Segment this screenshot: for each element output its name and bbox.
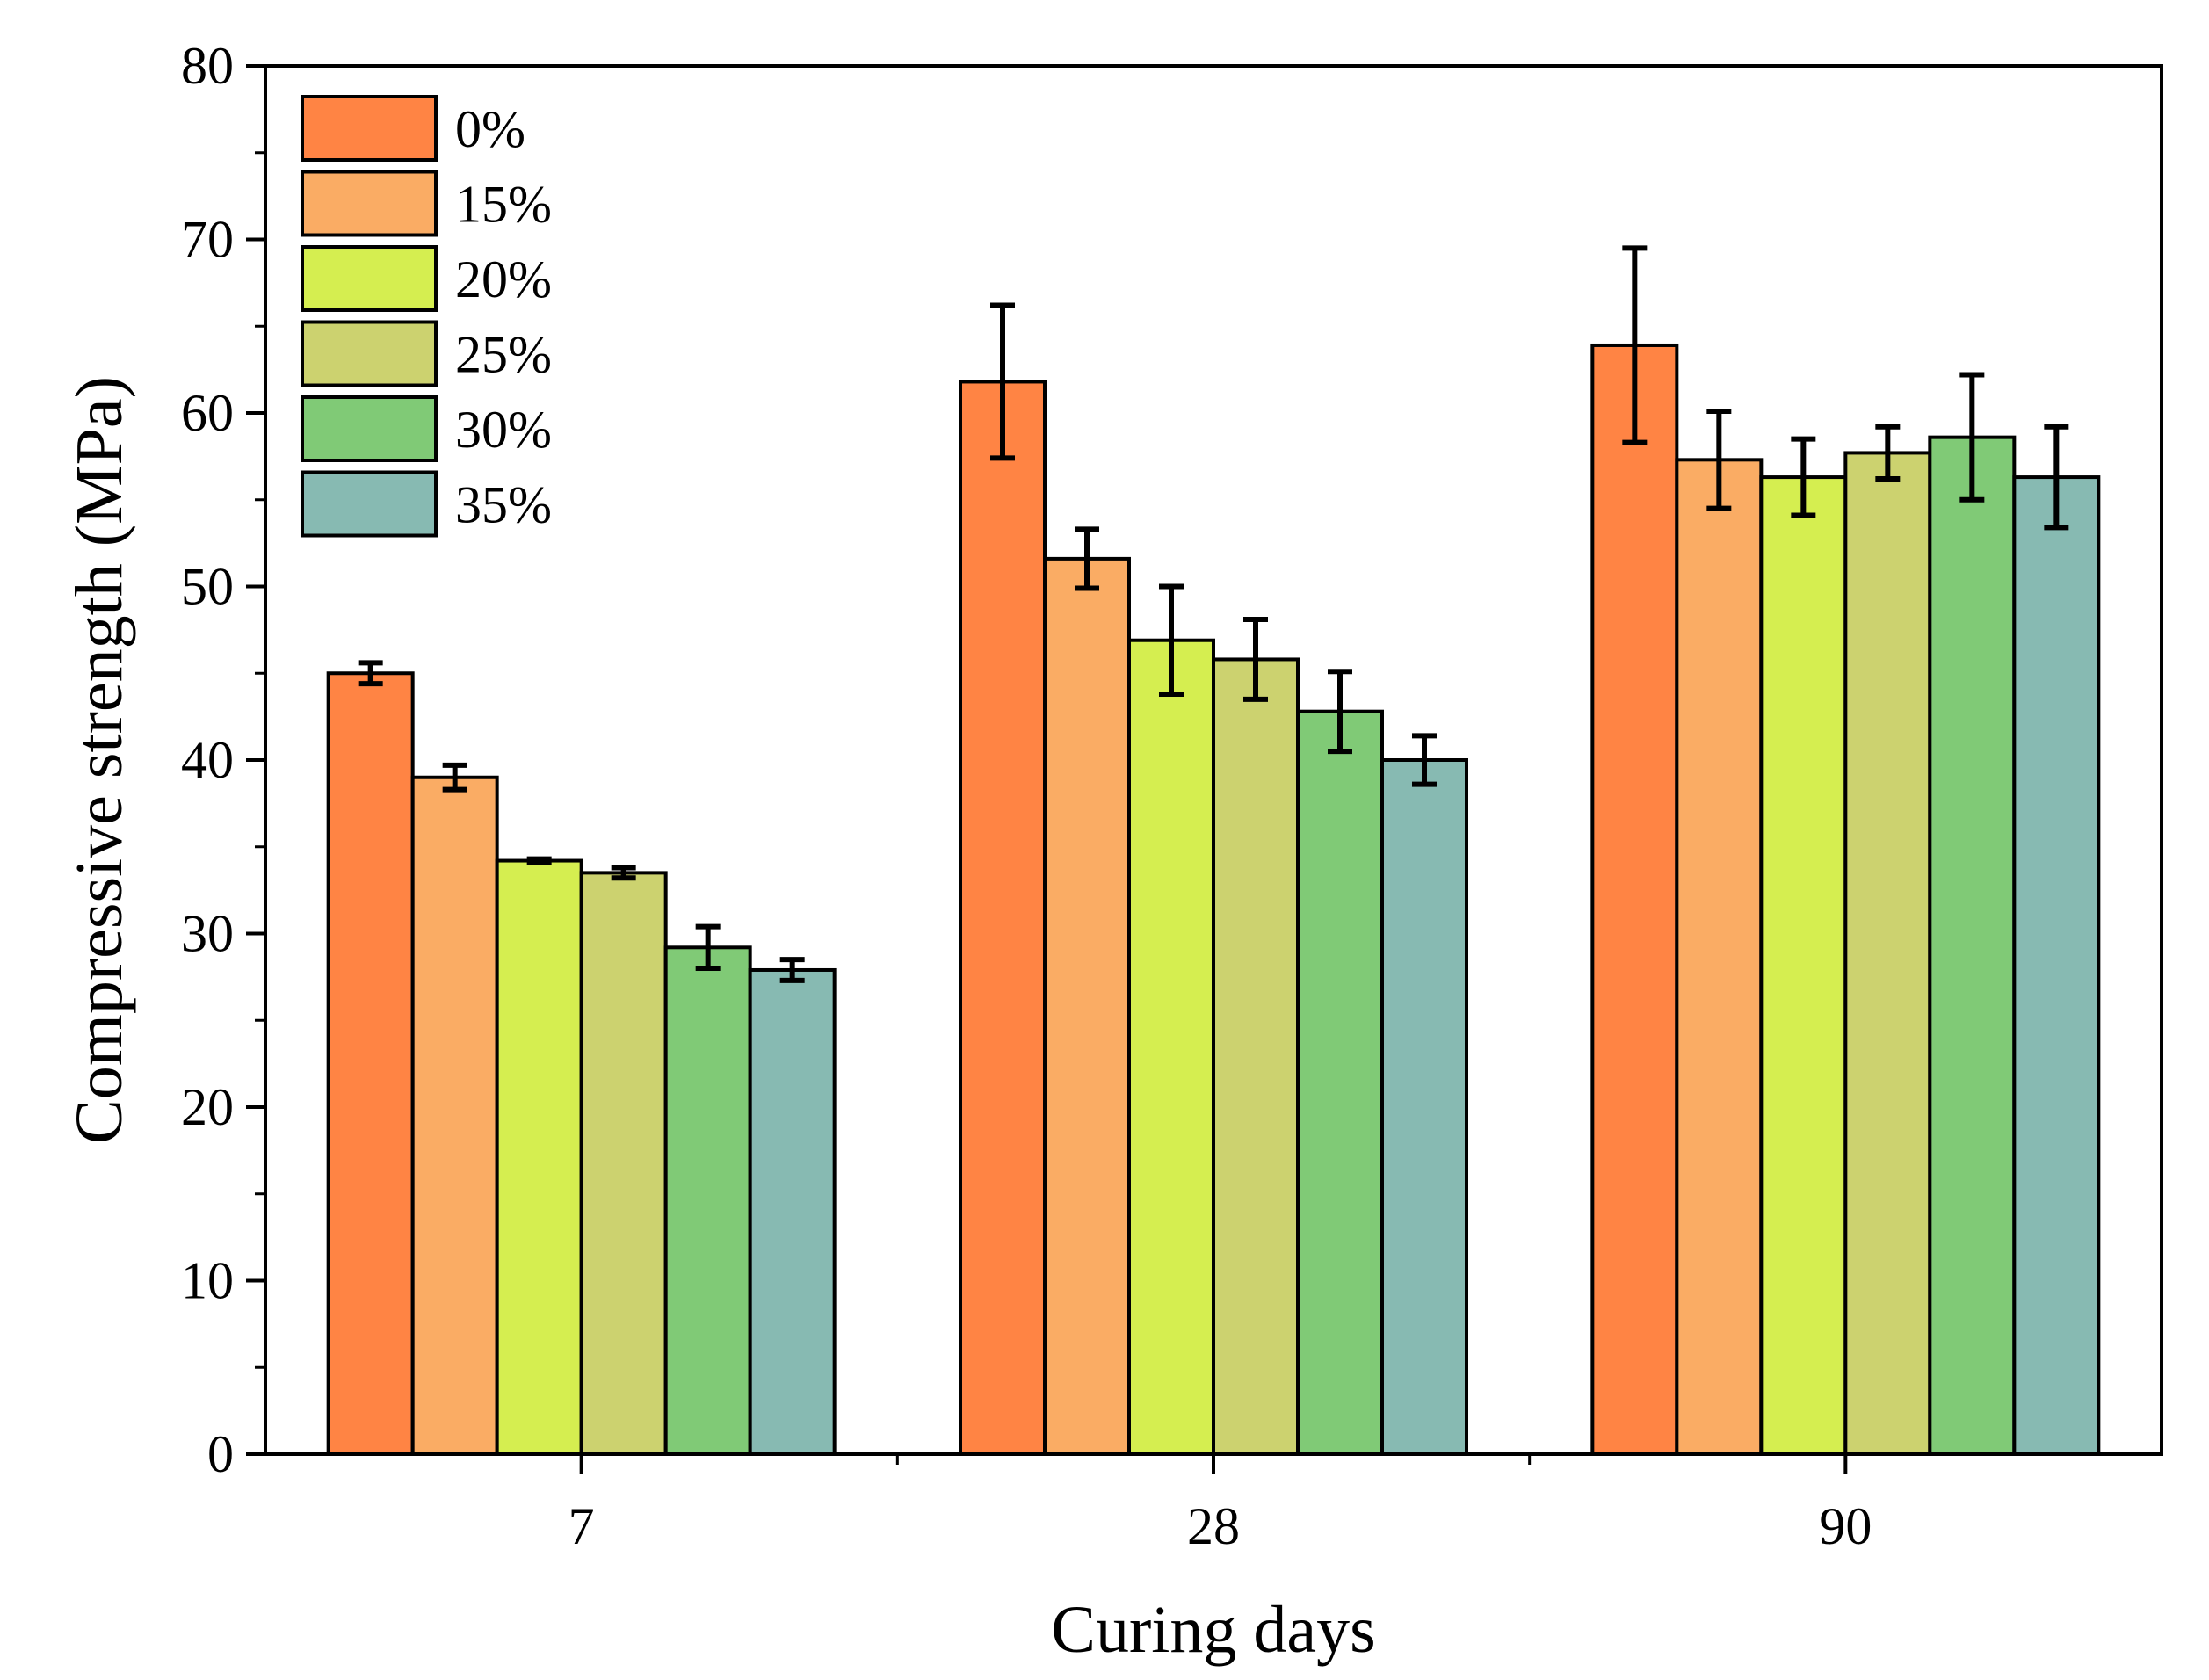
legend-label: 15% (455, 176, 552, 234)
y-axis: 0 10 20 30 40 50 60 70 80 (181, 37, 265, 1483)
bar (410, 775, 499, 1456)
y-tick-label: 70 (181, 211, 234, 269)
legend-swatch (301, 95, 438, 162)
bar (959, 380, 1047, 1457)
x-axis-title: Curing days (1051, 1593, 1375, 1667)
y-tick-label: 30 (181, 905, 234, 963)
y-tick-label: 20 (181, 1078, 234, 1136)
bar (2012, 475, 2101, 1457)
legend-swatch (301, 470, 438, 538)
legend-swatch (301, 320, 438, 387)
bar (495, 858, 583, 1456)
bar (748, 967, 837, 1456)
bar (1590, 343, 1679, 1457)
bar (1380, 758, 1468, 1456)
x-tick-label: 28 (1187, 1497, 1240, 1555)
y-axis-title: Compressive strength (MPa) (62, 376, 136, 1144)
x-tick-label: 90 (1819, 1497, 1872, 1555)
bar (1843, 451, 1932, 1456)
bar (1296, 709, 1384, 1456)
y-tick-label: 80 (181, 37, 234, 95)
legend-swatch (301, 170, 438, 237)
bar (1127, 638, 1215, 1456)
legend-swatch (301, 395, 438, 462)
legend-label: 30% (455, 401, 552, 459)
bar (1928, 435, 2017, 1456)
bar (1675, 458, 1764, 1457)
bar (663, 945, 752, 1457)
legend-label: 20% (455, 250, 552, 308)
legend-swatch (301, 245, 438, 312)
y-tick-label: 10 (181, 1252, 234, 1310)
x-axis: 7 28 90 (569, 1454, 1872, 1555)
bar (1759, 475, 1848, 1457)
x-tick-label: 7 (569, 1497, 595, 1555)
legend-label: 35% (455, 476, 552, 534)
bar (1043, 556, 1131, 1456)
bar (1212, 657, 1300, 1456)
y-tick-label: 50 (181, 558, 234, 616)
error-bars-layer (358, 245, 2069, 983)
y-tick-label: 40 (181, 731, 234, 789)
legend: 0% 15% 20% 25% 30% 35% (301, 95, 552, 538)
y-tick-label: 60 (181, 384, 234, 442)
legend-label: 25% (455, 326, 552, 384)
bar (579, 871, 668, 1456)
legend-label: 0% (455, 100, 525, 158)
y-tick-label: 0 (207, 1425, 234, 1483)
bar (326, 671, 415, 1456)
bars-layer (326, 343, 2101, 1457)
